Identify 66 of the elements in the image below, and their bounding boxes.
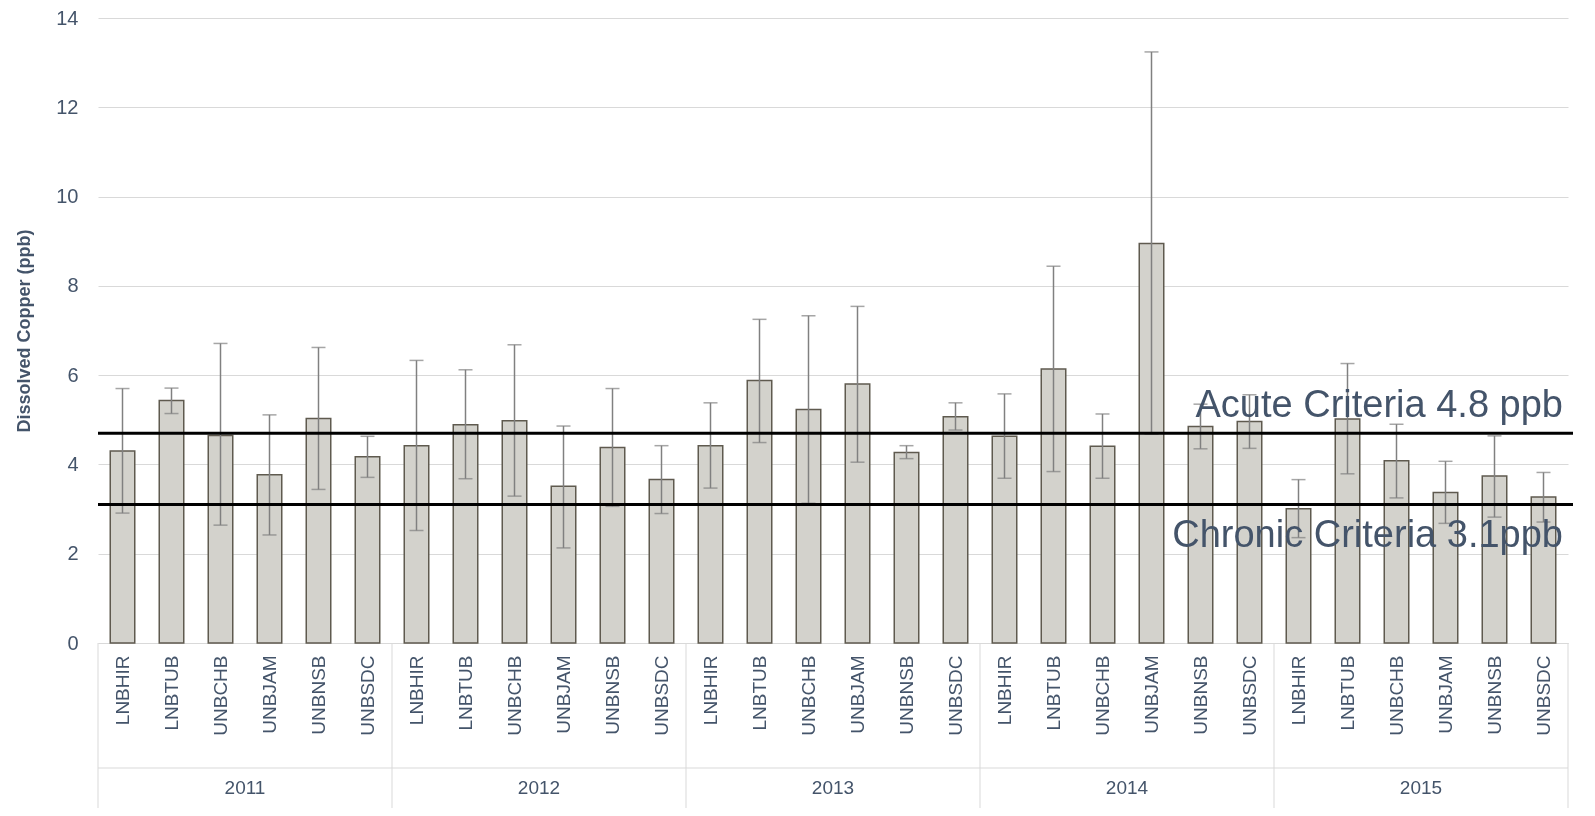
x-tick-label: LNBHIR [111, 655, 133, 726]
x-tick-label: UNBJAM [552, 655, 574, 734]
x-tick-label: UNBJAM [846, 655, 868, 734]
x-tick-label: LNBTUB [1042, 655, 1064, 731]
bar [354, 456, 381, 644]
bar [942, 415, 969, 644]
x-tick-label: UNBNSB [1483, 655, 1505, 735]
x-tick-label: UNBCHB [503, 655, 525, 736]
x-tick-label: LNBTUB [160, 655, 182, 731]
y-tick-label: 14 [56, 6, 79, 29]
x-tick-label: UNBCHB [1091, 655, 1113, 736]
bar [109, 450, 136, 644]
bar [207, 434, 234, 644]
bar [256, 473, 283, 644]
y-tick-label: 2 [67, 542, 79, 565]
bar [599, 446, 626, 644]
bar [1089, 445, 1116, 644]
x-tick-label: LNBTUB [1336, 655, 1358, 731]
y-tick-label: 6 [67, 363, 79, 386]
y-axis-title: Dissolved Copper (ppb) [14, 229, 35, 433]
x-tick-label: LNBHIR [405, 655, 427, 726]
x-tick-label: UNBSDC [944, 655, 966, 736]
bar [991, 435, 1018, 644]
x-tick-label: UNBNSB [307, 655, 329, 735]
y-tick-label: 8 [67, 274, 79, 297]
bar [403, 444, 430, 644]
bar [501, 419, 528, 644]
bar [1138, 242, 1165, 644]
bar [305, 417, 332, 644]
x-tick-label: LNBTUB [454, 655, 476, 731]
text: 2014 [1105, 777, 1149, 798]
bar [893, 451, 920, 644]
bar [648, 478, 675, 644]
x-tick-label: UNBSDC [1238, 655, 1260, 736]
bar [844, 383, 871, 644]
bar [1040, 368, 1067, 644]
bar [452, 423, 479, 644]
x-tick-label: UNBJAM [1140, 655, 1162, 734]
x-tick-label: UNBJAM [1434, 655, 1456, 734]
x-tick-label: LNBHIR [699, 655, 721, 726]
bar [158, 399, 185, 644]
bar [746, 379, 773, 644]
x-tick-label: UNBJAM [258, 655, 280, 734]
x-tick-label: LNBHIR [993, 655, 1015, 726]
x-tick-label: UNBCHB [1385, 655, 1407, 736]
text: 2013 [811, 777, 855, 798]
x-tick-label: LNBHIR [1287, 655, 1309, 726]
y-tick-label: 4 [67, 452, 79, 475]
y-tick-label: 12 [56, 95, 79, 118]
x-tick-label: UNBSDC [1532, 655, 1554, 736]
text: 2015 [1399, 777, 1443, 798]
bar [550, 485, 577, 644]
x-tick-label: UNBNSB [601, 655, 623, 735]
x-tick-label: UNBCHB [797, 655, 819, 736]
text: 2011 [224, 777, 266, 798]
y-tick-label: 10 [56, 185, 79, 208]
x-tick-label: UNBCHB [209, 655, 231, 736]
bar [795, 408, 822, 644]
text: 2012 [517, 777, 561, 798]
x-tick-label: UNBNSB [1189, 655, 1211, 735]
x-tick-label: UNBNSB [895, 655, 917, 735]
bar [697, 444, 724, 644]
x-tick-label: UNBSDC [650, 655, 672, 736]
x-tick-label: LNBTUB [748, 655, 770, 731]
x-tick-label: UNBSDC [356, 655, 378, 736]
y-tick-label: 0 [67, 631, 79, 654]
